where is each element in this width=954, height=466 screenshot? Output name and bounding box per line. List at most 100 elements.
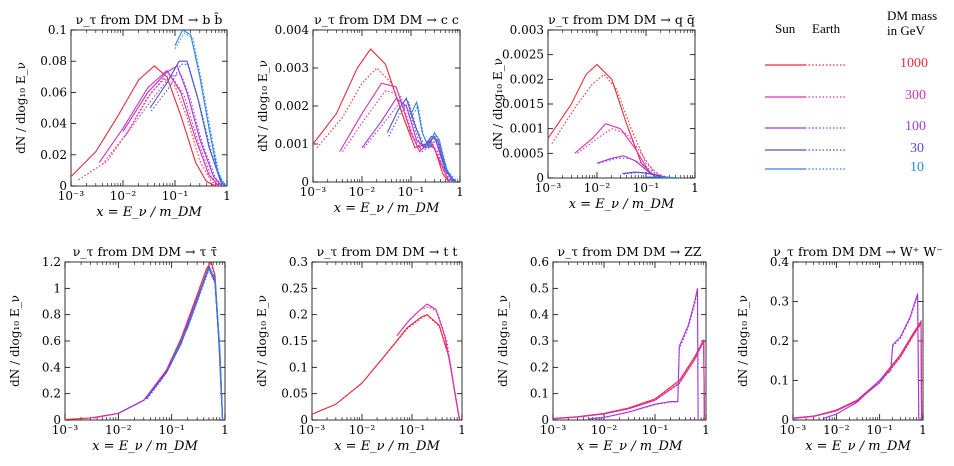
ytick-label-qq-3: 0.0015 — [502, 97, 544, 111]
y-axis-label-bb: dN / dlog₁₀ E_ν — [14, 62, 28, 154]
series-earth-1000-bb — [78, 77, 220, 186]
xtick-label-cc-0: 10⁻³ — [300, 185, 327, 199]
ytick-label-tt-6: 0.3 — [289, 255, 308, 269]
ytick-label-zz-2: 0.2 — [530, 360, 549, 374]
series-earth-300-tautau — [93, 268, 224, 420]
panel-bb: ν_τ from DM DM → b b̄ 0 0.02 0.04 0.06 0.08 0.… — [14, 11, 231, 220]
series-earth-10-tautau — [171, 268, 224, 420]
series-sun-300-tautau — [93, 267, 224, 420]
ytick-label-tautau-5: 1 — [53, 281, 61, 295]
chart-title-tautau: ν_τ from DM DM → τ τ̄ — [73, 244, 218, 259]
ytick-label-tautau-1: 0.2 — [42, 387, 61, 401]
y-axis-label-zz: dN / dlog₁₀ E_ν — [496, 295, 510, 387]
xtick-label-qq-3: 1 — [691, 181, 699, 195]
series-sun-300-ww — [793, 321, 923, 420]
series-sun-1000-bb — [71, 65, 216, 186]
ytick-label-tt-3: 0.15 — [281, 334, 308, 348]
series-sun-100-tautau — [118, 264, 224, 420]
xtick-label-tautau-1: 10⁻² — [105, 423, 132, 437]
ytick-label-zz-5: 0.5 — [530, 281, 549, 295]
series-sun-100-ww — [823, 293, 920, 420]
ytick-label-qq-2: 0.001 — [510, 122, 544, 136]
ytick-label-tautau-0: 0 — [53, 413, 61, 427]
x-axis-label-cc: x = E_ν / m_DM — [334, 201, 440, 216]
series-sun-100-bb — [122, 65, 223, 186]
ytick-label-tautau-3: 0.6 — [42, 334, 61, 348]
ytick-label-tt-5: 0.25 — [281, 281, 308, 295]
y-axis-label-tautau: dN / dlog₁₀ E_ν — [8, 295, 22, 387]
series-earth-100-tautau — [118, 265, 224, 420]
series-earth-300-qq — [577, 128, 670, 178]
series-earth-30-cc — [388, 101, 457, 182]
ytick-label-cc-1: 0.001 — [275, 137, 309, 151]
xtick-label-ww-1: 10⁻² — [823, 423, 850, 437]
ytick-label-bb-1: 0.02 — [40, 148, 67, 162]
series-earth-300-ww — [793, 322, 923, 420]
chart-title-bb: ν_τ from DM DM → b b̄ — [76, 11, 223, 27]
series-sun-1000-ww — [793, 319, 923, 420]
series-sun-1000-qq — [548, 63, 670, 178]
series-sun-300-bb — [98, 69, 220, 186]
ytick-label-bb-0: 0 — [59, 179, 67, 193]
xtick-label-bb-3: 1 — [223, 189, 231, 203]
series-sun-10-bb — [174, 30, 227, 186]
xtick-label-qq-0: 10⁻³ — [535, 181, 562, 195]
ytick-label-zz-6: 0.6 — [530, 255, 549, 269]
legend-header-earth: Earth — [812, 21, 841, 36]
xtick-label-qq-1: 10⁻² — [584, 181, 611, 195]
ytick-label-qq-0: 0 — [536, 171, 544, 185]
legend-mass-1000: 1000 — [900, 56, 928, 71]
ytick-label-qq-6: 0.003 — [510, 23, 544, 37]
y-axis-label-cc: dN / dlog₁₀ E_ν — [256, 60, 270, 152]
y-axis-label-qq: dN / dlog₁₀ E_ν — [491, 58, 505, 150]
series-earth-100-qq — [598, 157, 670, 178]
xtick-label-tautau-3: 1 — [221, 423, 229, 437]
ytick-label-tautau-4: 0.8 — [42, 308, 61, 322]
ytick-label-zz-4: 0.4 — [530, 308, 549, 322]
ytick-label-ww-1: 0.1 — [770, 374, 789, 388]
chart-title-cc: ν_τ from DM DM → c c — [314, 12, 459, 27]
x-axis-label-tt: x = E_ν / m_DM — [334, 439, 440, 454]
series-sun-30-bb — [149, 60, 227, 186]
series-earth-10-qq — [645, 176, 685, 178]
xtick-label-ww-0: 10⁻³ — [780, 423, 807, 437]
series-earth-10-cc — [410, 104, 456, 182]
ytick-label-tt-0: 0 — [300, 413, 308, 427]
series-earth-1000-tt — [312, 314, 461, 420]
ytick-label-cc-0: 0 — [301, 175, 309, 189]
series-earth-300-zz — [553, 341, 705, 420]
series-earth-1000-qq — [551, 73, 676, 178]
series-earth-1000-tautau — [65, 263, 224, 420]
legend-mass-300: 300 — [905, 88, 926, 103]
xtick-label-cc-1: 10⁻² — [349, 185, 376, 199]
ytick-label-qq-1: 0.0005 — [502, 146, 544, 160]
series-earth-100-zz — [588, 290, 699, 420]
ytick-label-bb-2: 0.04 — [40, 117, 67, 131]
xtick-label-zz-0: 10⁻³ — [540, 423, 567, 437]
xtick-label-bb-2: 10⁻¹ — [162, 189, 188, 203]
legend: Sun Earth DM mass in GeV 1000 300 100 30… — [750, 8, 950, 208]
x-axis-label-tautau: x = E_ν / m_DM — [92, 439, 198, 454]
xtick-label-tautau-2: 10⁻¹ — [158, 423, 184, 437]
xtick-label-cc-2: 10⁻¹ — [398, 185, 424, 199]
ytick-label-zz-1: 0.1 — [530, 387, 549, 401]
xtick-label-tt-2: 10⁻¹ — [399, 423, 425, 437]
legend-header-unit: in GeV — [887, 23, 925, 38]
series-earth-100-bb — [124, 73, 224, 186]
x-axis-label-bb: x = E_ν / m_DM — [96, 205, 202, 220]
x-axis-label-qq: x = E_ν / m_DM — [569, 197, 675, 212]
panel-qq: ν_τ from DM DM → q q̄ 0 0.0005 0.001 0.0015 0… — [491, 12, 699, 212]
chart-title-qq: ν_τ from DM DM → q q̄ — [548, 12, 695, 27]
plot-frame-zz — [552, 261, 707, 421]
ytick-label-tt-4: 0.2 — [289, 308, 308, 322]
panel-tautau: ν_τ from DM DM → τ τ̄ 0 0.2 0.4 0.6 0.8 1 1.2 10… — [8, 244, 229, 454]
ytick-label-qq-4: 0.002 — [510, 72, 544, 86]
series-sun-300-cc — [339, 82, 450, 182]
legend-mass-30: 30 — [910, 141, 924, 156]
chart-title-ww: ν_τ from DM DM → W⁺ W⁻ — [773, 244, 943, 259]
series-sun-1000-cc — [313, 48, 450, 182]
ytick-label-tautau-6: 1.2 — [42, 255, 61, 269]
ytick-label-tt-2: 0.1 — [289, 360, 308, 374]
series-sun-100-cc — [361, 97, 453, 182]
legend-header-mass: DM mass — [887, 8, 938, 23]
